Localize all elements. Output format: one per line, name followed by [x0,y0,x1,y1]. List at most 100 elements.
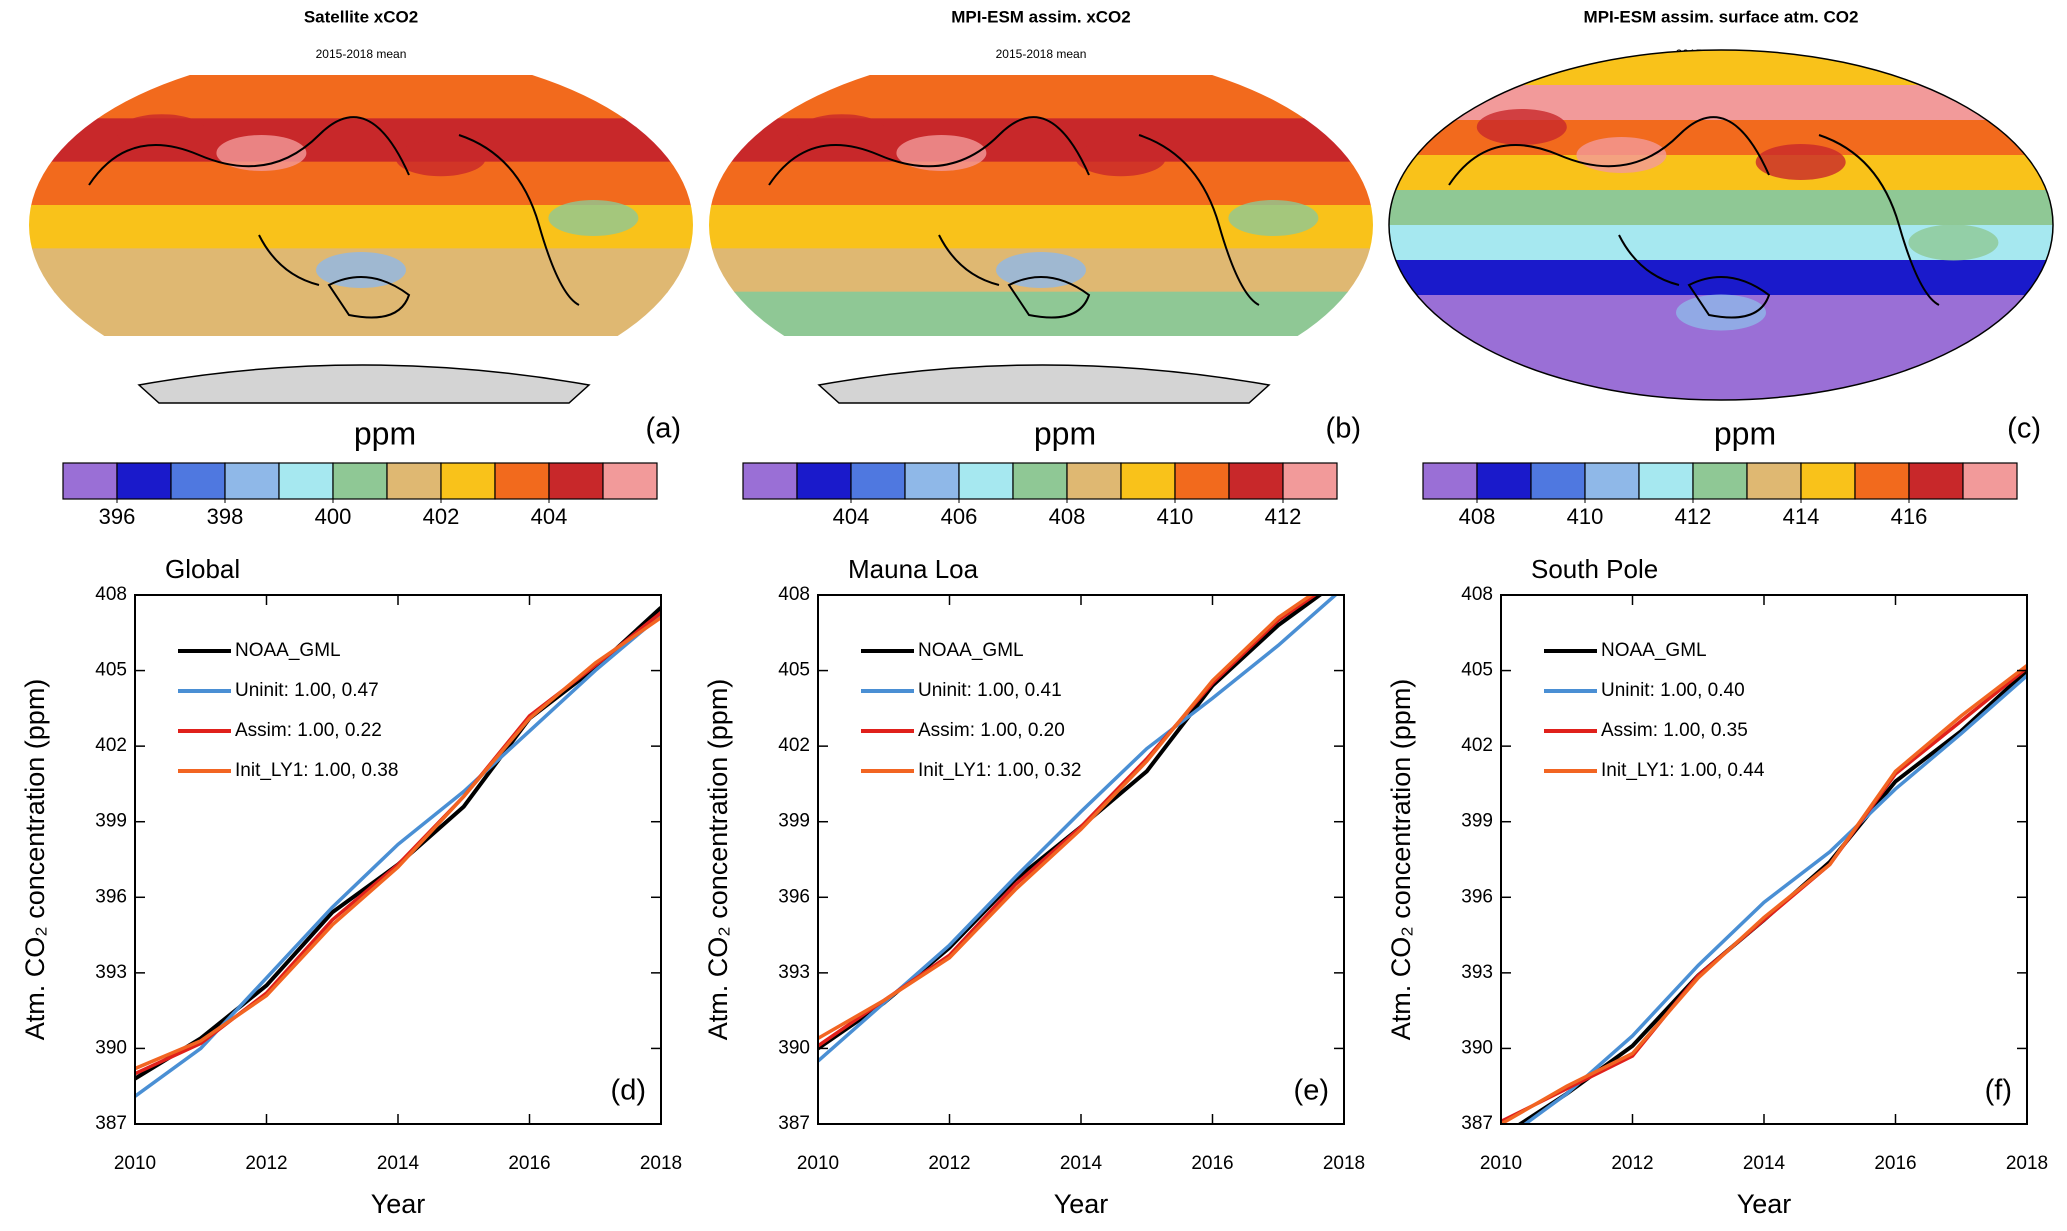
x-tick-label: 2012 [928,1153,970,1174]
x-tick-label: 2014 [377,1153,420,1174]
map-band [1389,365,2053,400]
colorbar-box [1530,462,1586,500]
x-tick-label: 2016 [1191,1153,1233,1174]
colorbar-tick-label: 410 [1157,504,1194,529]
map-band [709,291,1373,336]
colorbar-box [1800,462,1856,500]
x-axis-label: Year [371,1189,426,1219]
chart-title: South Pole [1531,554,1658,584]
x-tick-label: 2018 [2006,1153,2048,1174]
y-tick-label: 405 [778,660,810,681]
legend-label: NOAA_GML [918,640,1024,661]
legend-label: NOAA_GML [235,640,341,661]
map-blob [548,200,639,236]
map-blob [1676,294,1766,331]
coastline [1448,116,1940,319]
y-tick-label: 399 [1461,811,1493,832]
y-tick-label: 396 [1461,886,1493,907]
series-line [1522,674,2027,1124]
colorbar-box [1476,462,1532,500]
colorbar-box [1908,462,1964,500]
map-blob [1755,144,1846,180]
map-blob [996,252,1086,288]
map-title: MPI-ESM assim. surface atm. CO2 [1584,7,1859,26]
x-axis-label: Year [1054,1189,1109,1219]
legend-label: Uninit: 1.00, 0.41 [918,680,1062,701]
colorbar-box [602,462,658,500]
map-blob [216,135,307,171]
map-blob [1228,200,1319,236]
x-tick-label: 2014 [1743,1153,1786,1174]
map-band [1389,155,2053,191]
colorbar-tick-label: 398 [207,504,244,529]
map-border [1388,49,2054,401]
colorbar-box [224,462,280,500]
colorbar-box [1638,462,1694,500]
y-tick-label: 393 [95,962,127,983]
colorbar-tick-label: 404 [531,504,568,529]
x-tick-label: 2018 [640,1153,682,1174]
colorbar-box [386,462,442,500]
legend-label: Assim: 1.00, 0.22 [235,720,382,741]
x-axis-label: Year [1737,1189,1792,1219]
colorbar-tick-label: 408 [1459,504,1496,529]
map-title: Satellite xCO2 [304,7,418,26]
map-band [1389,50,2053,86]
map-band [29,161,693,206]
y-tick-label: 402 [1461,735,1493,756]
legend-label: NOAA_GML [1601,640,1707,661]
coastline [88,116,580,319]
map-band [709,161,1373,206]
y-tick-label: 399 [778,811,810,832]
series-line [1501,666,2027,1124]
colorbar-tick-label: 404 [833,504,870,529]
panel-label: (d) [611,1075,646,1107]
map-blob [796,114,887,151]
colorbar-box [1746,462,1802,500]
colorbar-tick-label: 408 [1049,504,1086,529]
colorbar-box [1962,462,2018,500]
colorbar-tick-label: 400 [315,504,352,529]
colorbar-box [1066,462,1122,500]
map [1389,50,2053,400]
colorbar-box [440,462,496,500]
panel-label: (f) [1985,1075,2012,1107]
colorbar-label: ppm [1034,415,1096,451]
map-blob [896,135,987,171]
colorbar-box [1584,462,1640,500]
chart-title: Mauna Loa [848,554,979,584]
x-tick-label: 2016 [508,1153,550,1174]
colorbar-box [1012,462,1068,500]
chart-title: Global [165,554,240,584]
map-subtitle: 2015-2018 mean [316,47,407,61]
colorbar-box [278,462,334,500]
legend-label: Assim: 1.00, 0.35 [1601,720,1748,741]
y-axis-label: Atm. CO₂ concentration (ppm) [20,679,50,1041]
y-tick-label: 390 [1461,1037,1493,1058]
panel-label: (e) [1294,1075,1329,1107]
coastline [768,116,1260,319]
map-blob [1075,140,1166,177]
colorbar-box [548,462,604,500]
x-tick-label: 2014 [1060,1153,1103,1174]
antarctica [817,364,1271,404]
colorbar-box [116,462,172,500]
legend-label: Init_LY1: 1.00, 0.44 [1601,760,1765,781]
y-tick-label: 390 [95,1037,127,1058]
series-line [1501,664,2027,1124]
colorbar-tick-label: 410 [1567,504,1604,529]
legend-label: Assim: 1.00, 0.20 [918,720,1065,741]
colorbar-tick-label: 414 [1783,504,1820,529]
map-subtitle: 2015-2018 mean [996,47,1087,61]
map-band [1389,330,2053,366]
map-blob [1476,109,1567,145]
plot-frame [1500,594,2028,1125]
y-tick-label: 405 [95,660,127,681]
colorbar-tick-label: 402 [423,504,460,529]
panel-label: (c) [2007,413,2041,445]
legend-label: Uninit: 1.00, 0.47 [235,680,379,701]
y-tick-label: 408 [1461,584,1493,605]
map-blob [1576,137,1667,173]
y-tick-label: 393 [1461,962,1493,983]
